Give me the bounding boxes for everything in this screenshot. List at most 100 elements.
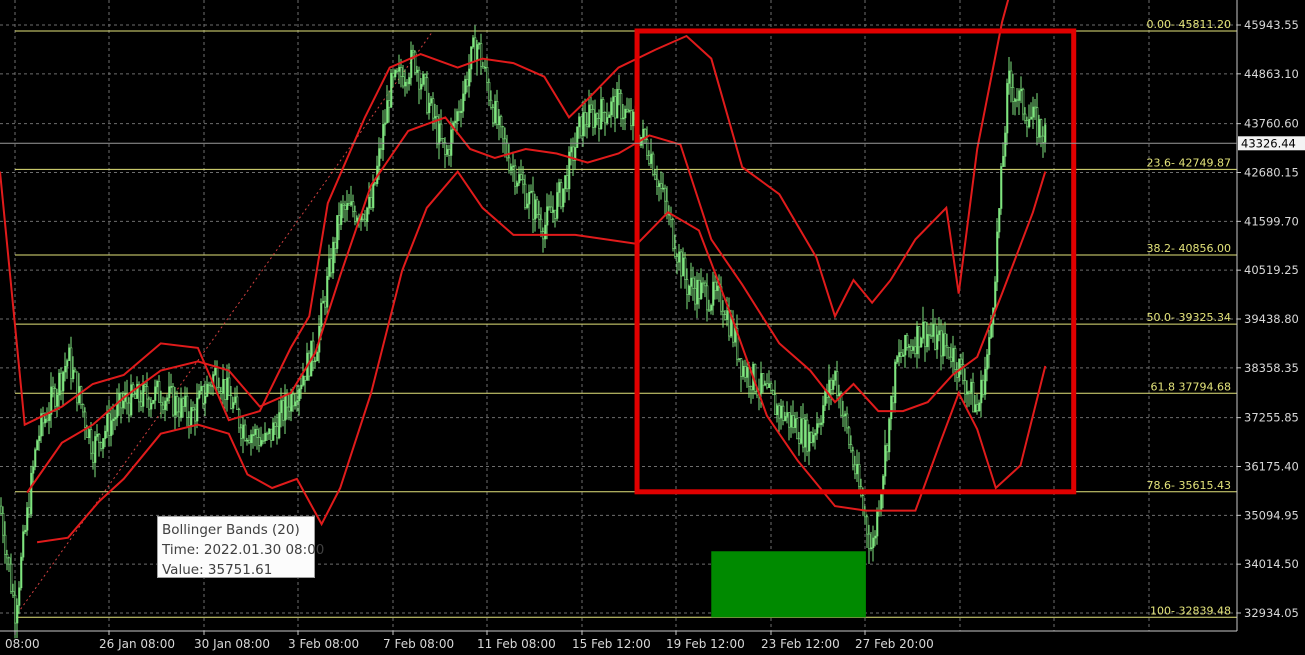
candle-body (398, 67, 401, 72)
candle-body (830, 379, 833, 390)
candle-body (286, 394, 289, 408)
candle-body (160, 401, 163, 406)
candle-body (510, 166, 513, 171)
candle-body (430, 98, 433, 104)
candle-body (162, 404, 165, 410)
candle-body (272, 422, 275, 441)
candle-body (476, 44, 479, 61)
candle-body (658, 183, 661, 187)
candle-body (612, 96, 615, 103)
candle-body (838, 393, 841, 396)
candle-body (1030, 116, 1033, 120)
candle-body (1018, 90, 1021, 101)
price-tick-label: 36175.40 (1244, 459, 1299, 473)
candle-body (672, 219, 675, 249)
candle-body (940, 330, 943, 357)
candle-body (258, 437, 261, 446)
candle-body (736, 327, 739, 360)
candle-body (580, 116, 583, 137)
candle-body (202, 386, 205, 404)
candle-body (316, 351, 319, 362)
candle-body (68, 347, 71, 361)
candle-body (806, 419, 809, 452)
band-middle (26, 116, 1047, 494)
candle-body (200, 386, 203, 392)
candle-body (904, 335, 907, 356)
candle-body (1024, 113, 1027, 121)
candle-body (626, 108, 629, 112)
candle-body (100, 442, 103, 449)
candle-body (798, 438, 801, 444)
candle-body (544, 224, 547, 240)
candle-body (740, 358, 743, 377)
candle-body (434, 116, 437, 119)
candle-body (522, 179, 525, 185)
candle-body (216, 367, 219, 388)
candle-body (906, 335, 909, 348)
candle-body (54, 388, 57, 407)
candle-body (480, 43, 483, 67)
candle-body (32, 466, 35, 474)
candle-body (2, 513, 5, 536)
candle-body (232, 402, 235, 409)
candle-body (920, 337, 923, 348)
candle-body (1042, 135, 1045, 143)
candle-body (276, 426, 279, 439)
candle-body (386, 100, 389, 124)
candle-body (218, 387, 221, 393)
candle-body (972, 381, 975, 413)
candle-body (242, 424, 245, 439)
red-box (634, 28, 1077, 495)
candle-body (364, 218, 367, 222)
candle-body (492, 107, 495, 124)
candle-body (772, 390, 775, 395)
candle-body (164, 400, 167, 410)
candle-body (582, 112, 585, 137)
candle-body (190, 407, 193, 426)
time-tick-label: 08:00 (5, 637, 40, 651)
candle-body (534, 199, 537, 220)
candle-body (576, 126, 579, 148)
candle-body (652, 153, 655, 175)
candle-body (614, 96, 617, 119)
candle-body (526, 203, 529, 208)
candle-body (574, 147, 577, 161)
candle-body (34, 449, 37, 468)
candle-body (194, 409, 197, 422)
candle-body (192, 407, 195, 411)
candle-body (832, 380, 835, 390)
candle-body (958, 358, 961, 378)
candle-body (962, 364, 965, 381)
candle-body (296, 400, 299, 403)
candle-body (332, 241, 335, 274)
candle-body (154, 386, 157, 401)
candle-body (536, 199, 539, 216)
candle-body (530, 190, 533, 193)
candle-body (966, 391, 969, 395)
candle-body (690, 277, 693, 287)
candle-body (556, 192, 559, 219)
candle-body (140, 401, 143, 407)
candle-body (70, 347, 73, 379)
candle-body (602, 99, 605, 113)
fib-label: 78.6- 35615.43 (1147, 479, 1231, 492)
candle-body (746, 367, 749, 378)
candle-body (794, 418, 797, 428)
candle-body (786, 412, 789, 417)
price-tick-label: 40519.25 (1244, 263, 1299, 277)
candle-body (84, 411, 87, 428)
candle-body (206, 383, 209, 397)
candle-body (888, 418, 891, 453)
candle-body (208, 383, 211, 386)
candle-body (936, 334, 939, 350)
candle-body (224, 379, 227, 400)
candle-body (112, 418, 115, 422)
candle-body (446, 149, 449, 155)
candle-body (384, 122, 387, 125)
candle-body (148, 398, 151, 410)
candle-body (1020, 88, 1023, 92)
candle-body (912, 346, 915, 351)
candle-body (778, 405, 781, 419)
candle-body (524, 183, 527, 208)
candle-body (760, 373, 763, 394)
